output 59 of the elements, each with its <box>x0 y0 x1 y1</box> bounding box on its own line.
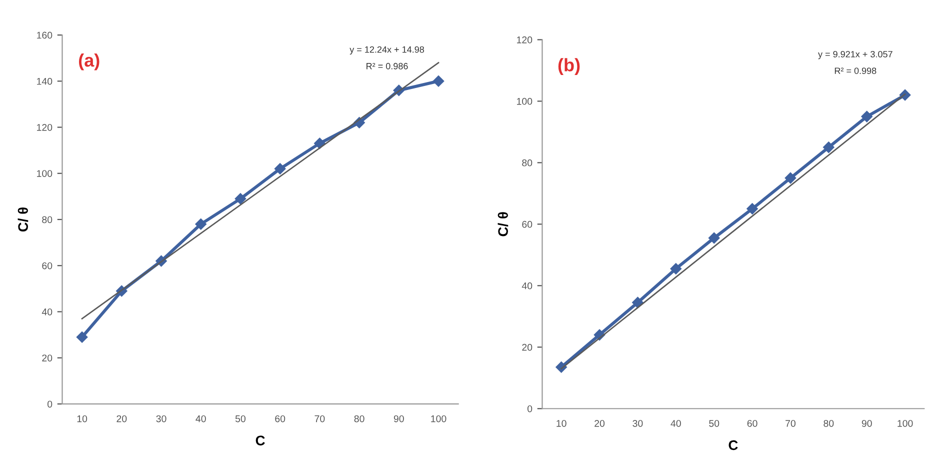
y-tick-label: 80 <box>522 159 532 166</box>
point <box>746 203 758 214</box>
x-tick-label: 10 <box>556 420 566 427</box>
y-tick-label: 20 <box>522 344 532 351</box>
point <box>784 172 796 184</box>
point <box>195 218 206 230</box>
x-tick-label: 40 <box>196 415 206 422</box>
x-tick-label: 100 <box>898 420 913 427</box>
x-tick-label: 80 <box>354 415 364 422</box>
y-tick-label: 160 <box>37 32 52 39</box>
annotation: R² = 0.998 <box>834 68 876 74</box>
x-tick-label: 60 <box>275 415 286 422</box>
annotation: (a) <box>78 53 100 70</box>
y-tick-label: 40 <box>522 282 532 290</box>
x-tick-label: 100 <box>431 415 446 422</box>
annotation: (b) <box>558 58 580 75</box>
y-tick-label: 0 <box>527 405 532 412</box>
x-tick-label: 30 <box>632 420 643 427</box>
x-tick-label: 70 <box>314 415 325 422</box>
y-tick-label: 60 <box>522 220 532 228</box>
x-tick-label: 10 <box>77 415 88 422</box>
x-tick-label: 60 <box>747 420 758 427</box>
x-axis-title: C <box>728 440 738 450</box>
y-tick-label: 140 <box>37 78 52 85</box>
x-tick-label: 80 <box>824 420 834 427</box>
y-tick-label: 100 <box>37 170 52 177</box>
x-tick-label: 50 <box>235 415 246 422</box>
point <box>670 263 682 274</box>
x-tick-label: 40 <box>670 420 681 427</box>
x-tick-label: 30 <box>156 415 166 422</box>
y-tick-label: 80 <box>42 216 52 224</box>
point <box>708 232 720 244</box>
x-tick-label: 50 <box>709 420 720 427</box>
y-axis-title: C/ θ <box>498 212 508 236</box>
point <box>314 138 326 150</box>
point <box>432 76 444 87</box>
point <box>632 296 644 308</box>
y-tick-label: 20 <box>42 354 52 362</box>
y-tick-label: 40 <box>42 308 52 316</box>
y-tick-label: 120 <box>517 36 532 44</box>
point <box>861 110 872 122</box>
y-axis-title: C/ θ <box>18 207 28 232</box>
y-tick-label: 120 <box>37 124 52 131</box>
point <box>76 331 88 343</box>
annotation: y = 9.921x + 3.057 <box>818 51 892 60</box>
point <box>823 142 834 153</box>
x-axis-title: C <box>256 436 265 446</box>
annotation: R² = 0.986 <box>366 62 408 70</box>
y-tick-label: 0 <box>47 400 52 408</box>
x-tick-label: 20 <box>116 415 127 422</box>
y-tick-label: 60 <box>42 262 52 270</box>
y-tick-label: 100 <box>517 98 532 105</box>
x-tick-label: 70 <box>786 420 796 427</box>
annotation: y = 12.24x + 14.98 <box>350 46 424 55</box>
x-tick-label: 90 <box>394 415 404 422</box>
point <box>234 193 246 204</box>
x-tick-label: 20 <box>594 420 605 427</box>
point <box>274 163 286 174</box>
x-tick-label: 90 <box>862 420 872 427</box>
